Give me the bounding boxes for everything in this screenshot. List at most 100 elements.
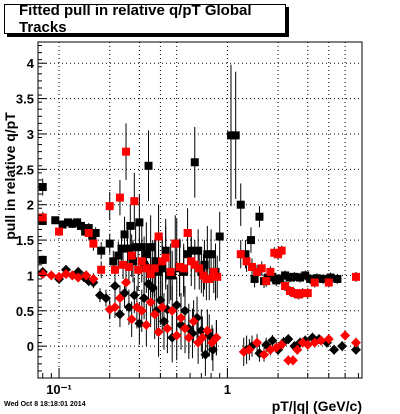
data-point-square (319, 274, 328, 283)
data-point-diamond (200, 349, 211, 360)
data-point-square (290, 272, 299, 281)
data-point-square (97, 246, 106, 255)
data-point-square (127, 251, 136, 260)
x-tick-label: 1 (224, 382, 231, 397)
data-point-diamond (244, 344, 255, 355)
data-point-diamond (267, 335, 278, 346)
data-point-diamond (171, 330, 182, 341)
data-point-diamond (123, 302, 134, 313)
data-point-square (84, 228, 93, 237)
axis-ticks (38, 45, 359, 379)
data-point-square (137, 243, 146, 252)
data-point-square (150, 264, 159, 273)
data-point-square (146, 270, 155, 279)
data-point-square (303, 289, 312, 298)
data-point-diamond (136, 305, 147, 316)
data-point-square (158, 264, 167, 273)
y-tick-label: 4 (27, 56, 35, 71)
data-point-square (109, 257, 118, 266)
data-point-square (63, 218, 72, 227)
y-tick-label: 2.5 (16, 162, 34, 177)
y-tick-label: 0 (27, 339, 34, 354)
data-point-square (144, 161, 153, 170)
data-point-diamond (180, 305, 191, 316)
data-point-square (301, 271, 310, 280)
data-point-square (124, 262, 133, 271)
data-point-diamond (180, 323, 191, 334)
data-point-diamond (155, 295, 166, 306)
data-point-diamond (145, 297, 156, 308)
data-point-diamond (171, 300, 182, 311)
data-point-square (183, 228, 192, 237)
data-point-square (142, 250, 151, 259)
y-tick-label: 1.5 (16, 233, 34, 248)
data-point-square (105, 239, 114, 248)
data-point-square (161, 246, 170, 255)
data-point-square (306, 274, 315, 283)
data-point-square (154, 232, 163, 241)
data-point-diamond (46, 270, 57, 281)
data-point-square (134, 265, 143, 274)
data-point-square (281, 282, 290, 291)
data-point-diamond (337, 341, 348, 352)
data-point-square (114, 251, 123, 260)
data-point-diamond (114, 293, 125, 304)
chart-title-box: Fitted pull in relative q/pT Global Trac… (4, 2, 286, 36)
data-point-diamond (350, 344, 361, 355)
data-point-diamond (88, 273, 99, 284)
y-tick-label: 3.5 (16, 92, 34, 107)
data-point-square (296, 273, 305, 282)
data-point-square (215, 232, 224, 241)
data-point-square (38, 213, 47, 222)
data-point-diamond (259, 349, 270, 360)
data-point-square (326, 273, 335, 282)
data-point-square (333, 274, 342, 283)
data-markers (37, 131, 361, 366)
data-point-square (171, 239, 180, 248)
data-point-square (242, 257, 251, 266)
data-point-square (55, 227, 64, 236)
data-point-diamond (149, 309, 160, 320)
data-point-diamond (350, 337, 361, 348)
data-point-square (324, 278, 333, 287)
data-point-square (285, 273, 294, 282)
grid-lines (38, 42, 362, 378)
data-point-diamond (283, 334, 294, 345)
data-point-diamond (110, 281, 121, 292)
y-tick-label: 2 (27, 198, 34, 213)
data-point-square (123, 244, 132, 253)
data-point-square (266, 267, 275, 276)
data-point-diamond (183, 332, 194, 343)
data-point-square (248, 262, 257, 271)
data-point-square (142, 264, 151, 273)
data-point-diamond (207, 344, 218, 355)
data-point-square (120, 230, 129, 239)
data-point-square (236, 250, 245, 259)
data-point-square (38, 183, 47, 192)
data-point-square (97, 265, 106, 274)
data-point-square (250, 274, 259, 283)
data-point-square (58, 220, 67, 229)
y-axis-title: pull in relative q/pT (2, 112, 18, 240)
data-point-diamond (252, 337, 263, 348)
data-point-square (126, 221, 135, 230)
data-point-square (253, 267, 262, 276)
data-point-square (76, 221, 85, 230)
data-point-square (310, 278, 319, 287)
data-point-square (298, 289, 307, 298)
data-point-square (166, 267, 175, 276)
data-point-diamond (188, 316, 199, 327)
data-point-square (130, 197, 139, 206)
data-point-square (213, 272, 222, 281)
data-point-square (255, 212, 264, 221)
data-point-square (131, 243, 140, 252)
data-point-diamond (211, 332, 222, 343)
data-point-square (275, 274, 284, 283)
data-point-square (117, 244, 126, 253)
data-point-diamond (129, 290, 140, 301)
data-point-square (190, 158, 199, 167)
x-tick-label: 10⁻¹ (46, 382, 72, 397)
data-point-diamond (153, 327, 164, 338)
data-point-square (257, 264, 266, 273)
